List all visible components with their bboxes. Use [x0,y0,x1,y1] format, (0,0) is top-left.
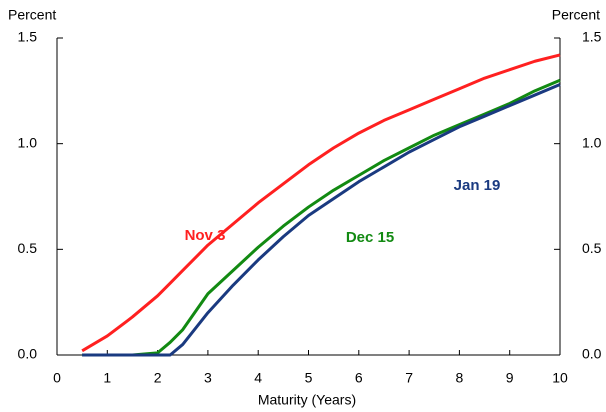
series-line [82,83,561,357]
series-line [82,78,561,357]
y2-axis-label: Percent [552,7,600,23]
y2-tick-label: 0.5 [582,240,602,256]
y-axis-label: Percent [8,7,56,23]
y2-tick-label: 1.5 [582,29,602,45]
x-tick-label: 7 [405,370,413,386]
x-tick-label: 4 [254,370,262,386]
x-tick-label: 3 [204,370,212,386]
y-tick-label: 0.0 [18,346,38,362]
y-tick-label: 1.5 [18,29,38,45]
series-label: Dec 15 [346,229,394,246]
y2-tick-label: 0.0 [582,346,602,362]
x-tick-label: 1 [103,370,111,386]
series-label: Nov 3 [185,227,226,244]
x-tick-label: 0 [53,370,61,386]
x-tick-label: 8 [456,370,464,386]
x-tick-label: 10 [552,370,568,386]
x-tick-label: 2 [154,370,162,386]
y-tick-label: 1.0 [18,134,38,150]
y-tick-label: 0.5 [18,240,38,256]
series-label: Jan 19 [454,177,501,194]
x-tick-label: 5 [305,370,313,386]
y2-tick-label: 1.0 [582,134,602,150]
series-line [81,53,561,353]
x-tick-label: 6 [355,370,363,386]
x-tick-label: 9 [506,370,514,386]
x-axis-label: Maturity (Years) [258,392,356,408]
